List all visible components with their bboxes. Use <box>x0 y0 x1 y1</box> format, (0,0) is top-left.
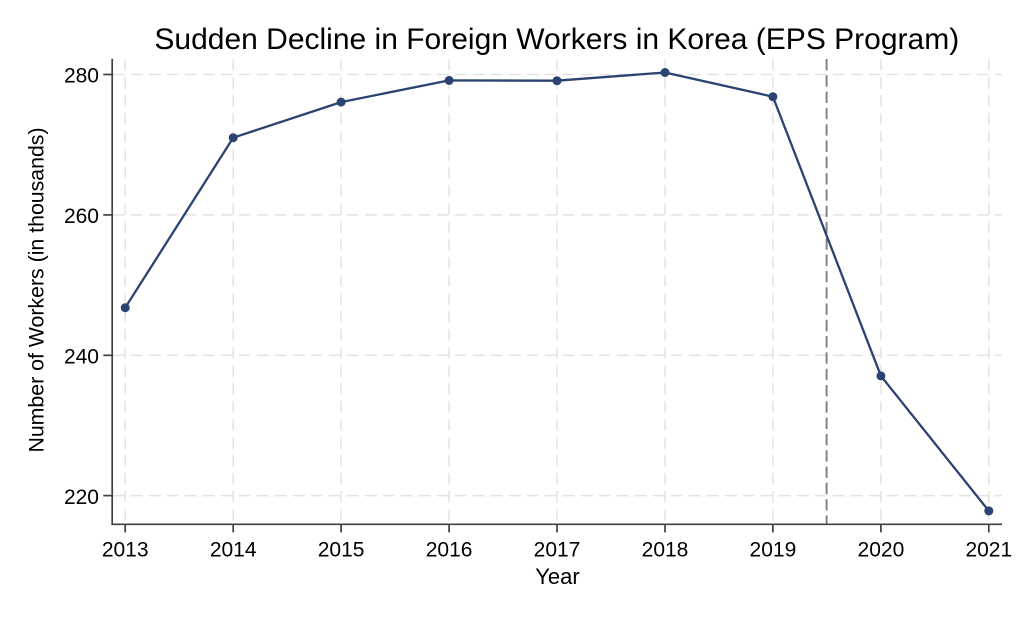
svg-text:260: 260 <box>64 205 99 228</box>
svg-text:2018: 2018 <box>642 539 689 562</box>
svg-text:280: 280 <box>64 65 99 88</box>
svg-text:Sudden Decline in Foreign Work: Sudden Decline in Foreign Workers in Kor… <box>154 23 959 56</box>
svg-text:220: 220 <box>64 486 99 509</box>
svg-text:2020: 2020 <box>858 539 905 562</box>
svg-text:2013: 2013 <box>102 539 149 562</box>
svg-text:2015: 2015 <box>318 539 365 562</box>
svg-text:Year: Year <box>535 564 579 589</box>
svg-text:2019: 2019 <box>750 539 797 562</box>
svg-text:2016: 2016 <box>426 539 473 562</box>
svg-text:2017: 2017 <box>534 539 581 562</box>
svg-text:240: 240 <box>64 346 99 369</box>
svg-text:2021: 2021 <box>965 539 1012 562</box>
svg-text:Number of Workers (in thousand: Number of Workers (in thousands) <box>25 127 49 452</box>
svg-text:2014: 2014 <box>210 539 257 562</box>
